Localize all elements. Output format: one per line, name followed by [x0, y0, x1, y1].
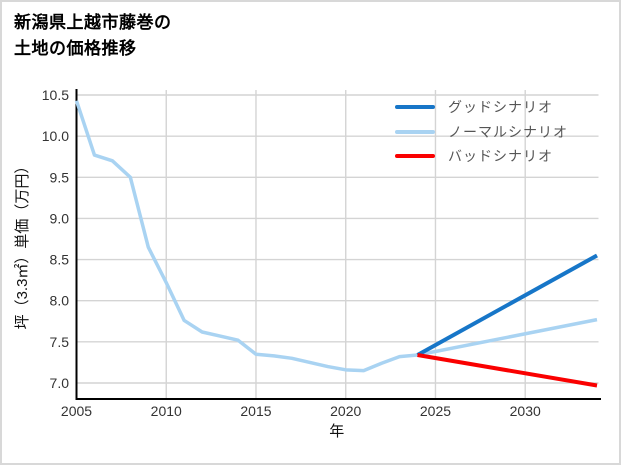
y-axis-title: 坪（3.3㎡）単価（万円）	[14, 159, 31, 330]
x-axis-title: 年	[329, 423, 344, 440]
legend-label: グッドシナリオ	[448, 99, 553, 116]
y-tick-label: 10.0	[42, 128, 69, 144]
chart-title-line-1: 新潟県上越市藤巻の	[14, 13, 172, 32]
x-tick-label: 2010	[151, 403, 182, 419]
legend-line-swatch	[395, 129, 435, 134]
chart-title-line-2: 土地の価格推移	[14, 39, 137, 58]
y-tick-label: 7.5	[50, 334, 70, 350]
legend-line-swatch	[395, 154, 435, 159]
y-tick-label: 10.5	[42, 87, 69, 103]
legend-label: バッドシナリオ	[448, 148, 553, 165]
y-tick-label: 8.5	[50, 252, 70, 268]
series-line-normal	[74, 100, 598, 373]
legend-label: ノーマルシナリオ	[448, 123, 568, 140]
y-tick-label: 9.0	[50, 210, 70, 226]
y-tick-label: 8.0	[50, 293, 70, 309]
legend-line-swatch	[395, 105, 435, 110]
x-tick-label: 2030	[510, 403, 541, 419]
chart-legend: グッドシナリオ ノーマルシナリオ バッドシナリオ	[395, 95, 568, 169]
x-tick-label: 2020	[330, 403, 361, 419]
x-tick-label: 2015	[240, 403, 271, 419]
y-tick-label: 9.5	[50, 169, 70, 185]
y-tick-label: 7.0	[50, 375, 70, 391]
legend-item-1: ノーマルシナリオ	[395, 120, 568, 145]
chart-title: 新潟県上越市藤巻の 土地の価格推移	[14, 10, 172, 62]
series-line-bad	[417, 353, 598, 388]
x-tick-label: 2025	[420, 403, 451, 419]
x-tick-label: 2005	[61, 403, 92, 419]
legend-item-2: バッドシナリオ	[395, 144, 568, 169]
legend-item-0: グッドシナリオ	[395, 95, 568, 120]
series-line-good	[416, 253, 598, 357]
